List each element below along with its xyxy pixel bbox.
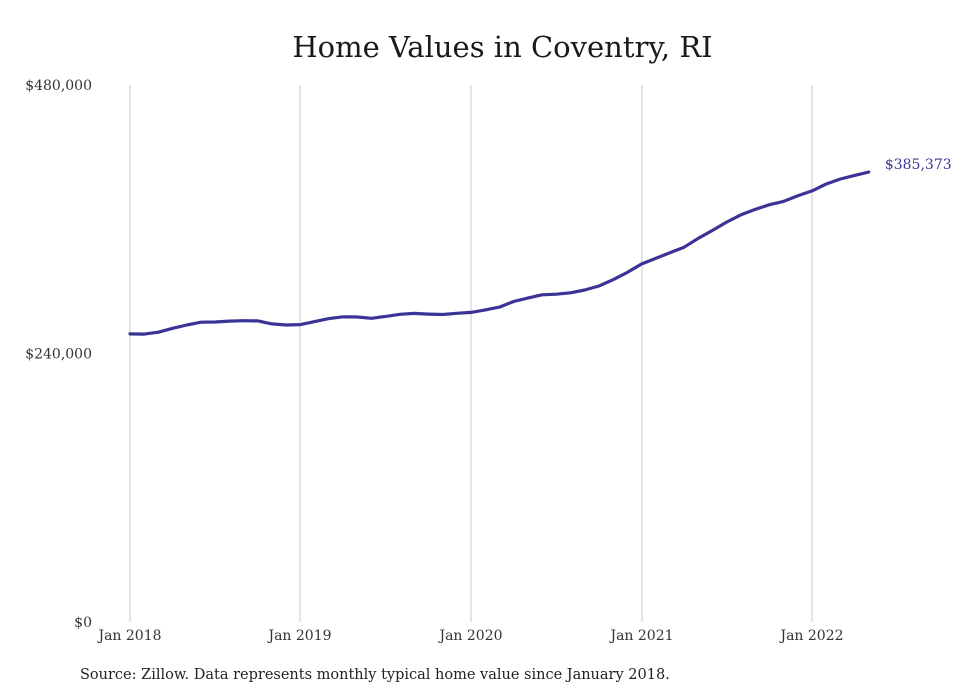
series-line <box>128 170 871 336</box>
x-tick-label: Jan 2020 <box>437 628 502 644</box>
chart-title: Home Values in Coventry, RI <box>292 30 713 64</box>
series: $385,373 <box>128 157 952 336</box>
y-tick-label: $0 <box>74 615 92 631</box>
x-axis: Jan 2018 Jan 2019 Jan 2020 Jan 2021 Jan 2022 <box>96 628 843 644</box>
source-note: Source: Zillow. Data represents monthly … <box>80 667 670 683</box>
x-tick-label: Jan 2019 <box>266 628 331 644</box>
y-tick-label: $240,000 <box>25 347 92 363</box>
y-axis: $0 $240,000 $480,000 <box>25 78 92 631</box>
x-tick-label: Jan 2021 <box>608 628 673 644</box>
end-value-label: $385,373 <box>885 157 952 173</box>
x-tick-label: Jan 2022 <box>778 628 843 644</box>
y-tick-label: $480,000 <box>25 78 92 94</box>
gridlines <box>129 85 813 622</box>
x-tick-label: Jan 2018 <box>96 628 161 644</box>
